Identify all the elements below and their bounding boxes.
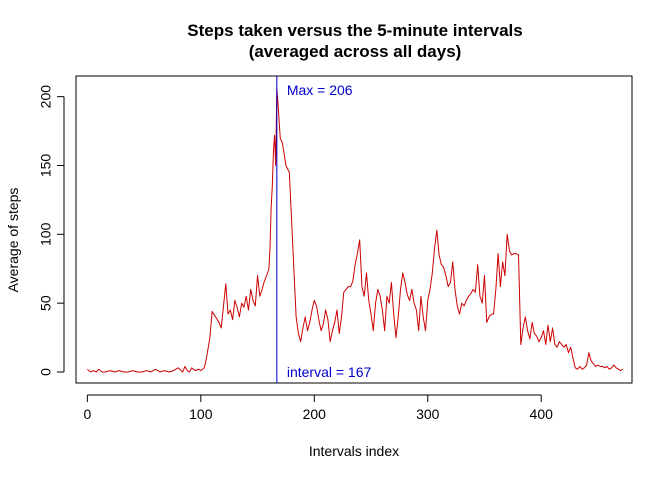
chart-title-line-2: (averaged across all days) xyxy=(249,42,462,61)
y-tick-label: 200 xyxy=(38,85,54,109)
x-tick-label: 100 xyxy=(189,406,213,422)
y-axis-label: Average of steps xyxy=(5,188,21,293)
y-axis: 0 50 100 150 200 xyxy=(38,85,65,376)
x-tick-label: 400 xyxy=(530,406,554,422)
y-tick-label: 50 xyxy=(38,295,54,311)
series-group xyxy=(87,87,624,373)
x-tick-label: 0 xyxy=(83,406,91,422)
x-tick-label: 200 xyxy=(303,406,327,422)
y-tick-label: 150 xyxy=(38,154,54,178)
y-tick-label: 100 xyxy=(38,222,54,246)
plot-frame xyxy=(75,75,633,384)
annotation-group: Max = 206 interval = 167 xyxy=(276,76,372,383)
chart-title-line-1: Steps taken versus the 5-minute interval… xyxy=(187,21,522,40)
y-tick-label: 0 xyxy=(38,368,54,376)
x-tick-label: 300 xyxy=(416,406,440,422)
x-axis: 0 100 200 300 400 xyxy=(83,394,554,422)
max-interval-label: interval = 167 xyxy=(287,364,372,380)
max-value-label: Max = 206 xyxy=(287,82,353,98)
series-line xyxy=(87,87,624,373)
x-axis-label: Intervals index xyxy=(309,443,399,459)
